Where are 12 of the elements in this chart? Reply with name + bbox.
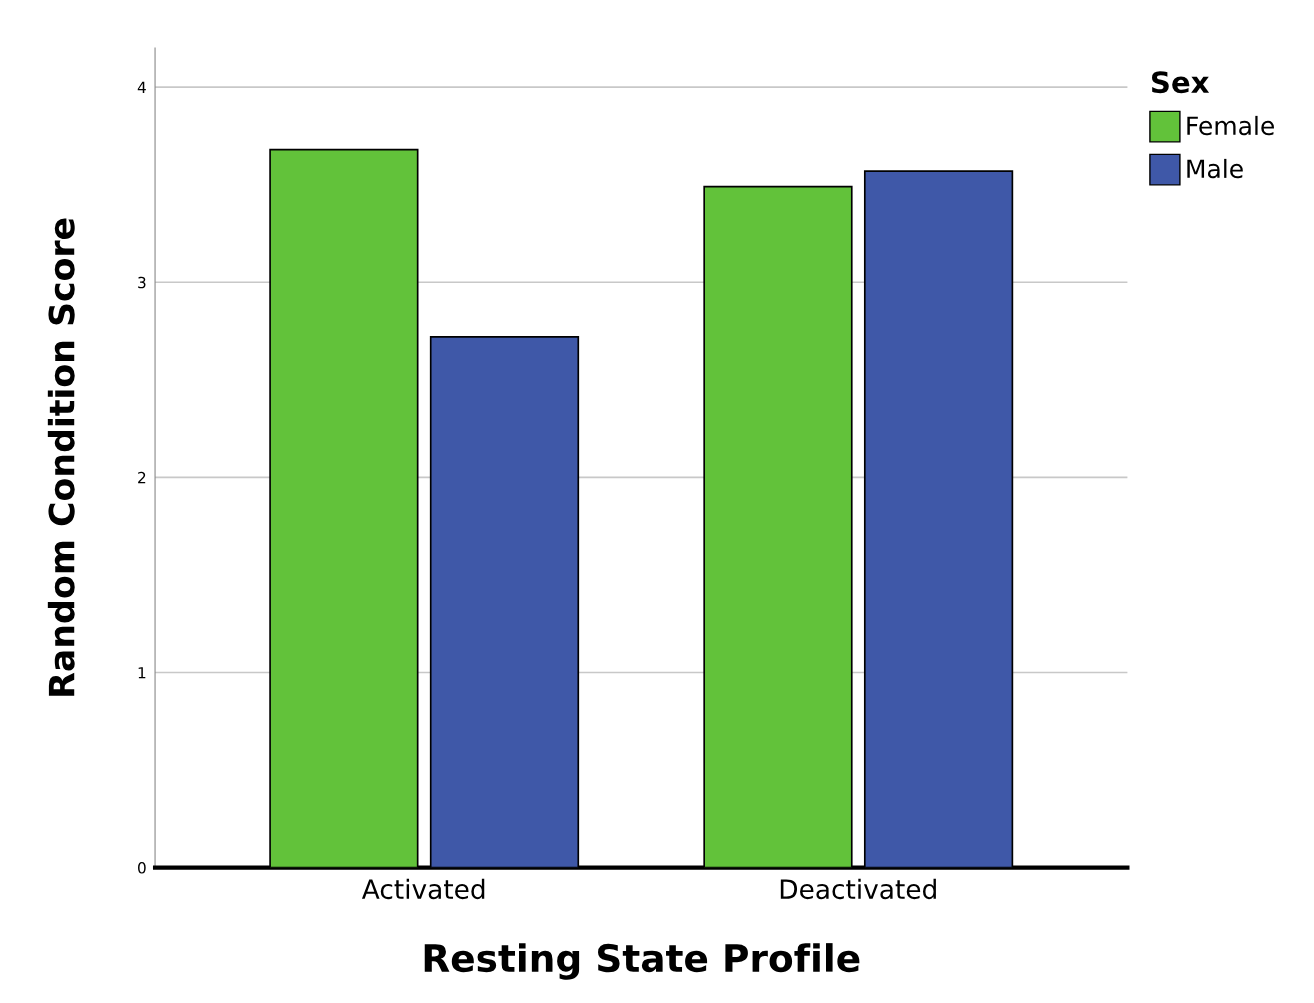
x-axis-title: Resting State Profile [424, 943, 860, 980]
y-tick-label: 2 [138, 471, 146, 484]
legend-label: Female [1187, 115, 1274, 136]
legend-label: Male [1187, 158, 1243, 179]
y-tick-label: 3 [138, 276, 146, 289]
x-tick-label: Activated [361, 878, 485, 900]
y-tick-label: 4 [137, 81, 146, 93]
y-tick-label: 1 [138, 667, 146, 679]
legend-title: Sex [1152, 71, 1210, 94]
y-axis-title: Random Condition Score [47, 218, 75, 696]
x-tick-label: Deactivated [780, 878, 936, 900]
y-tick-label: 0 [138, 862, 146, 874]
